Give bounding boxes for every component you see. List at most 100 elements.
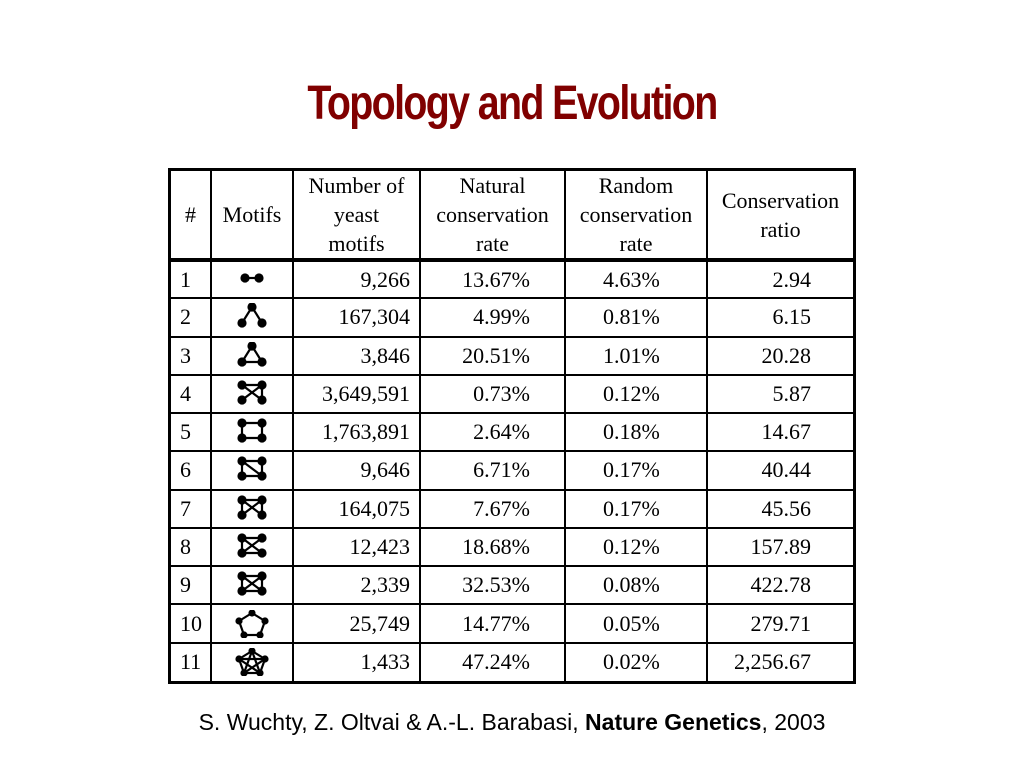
- motif-table-frame: # Motifs Number of yeast motifs Natural …: [168, 168, 856, 684]
- row-conservation-ratio: 20.28: [706, 335, 853, 376]
- header-count-line: motifs: [328, 231, 385, 256]
- citation-journal: Nature Genetics: [585, 709, 762, 735]
- header-motifs: Motifs: [210, 171, 294, 262]
- header-random-line: conservation: [579, 202, 693, 227]
- row-index: 7: [171, 488, 212, 529]
- row-natural-rate: 18.68%: [419, 526, 566, 568]
- motif-10-icon: [235, 609, 269, 638]
- row-index: 2: [171, 297, 212, 338]
- motif-5-icon: [237, 418, 267, 443]
- row-random-rate: 1.01%: [564, 335, 708, 376]
- row-natural-rate: 7.67%: [419, 488, 566, 529]
- row-conservation-ratio: 45.56: [706, 488, 853, 529]
- row-count: 3,846: [292, 335, 421, 376]
- motif-cell: [210, 641, 294, 681]
- row-random-rate: 0.81%: [564, 297, 708, 338]
- motif-cell: [210, 412, 294, 453]
- motif-cell: [210, 335, 294, 376]
- row-conservation-ratio: 422.78: [706, 565, 853, 606]
- header-ratio: Conservation ratio: [706, 171, 853, 262]
- motif-8-icon: [237, 533, 267, 558]
- motif-2-icon: [237, 303, 267, 328]
- row-random-rate: 0.08%: [564, 565, 708, 606]
- row-natural-rate: 13.67%: [419, 258, 566, 300]
- header-natural: Natural conservation rate: [419, 171, 566, 262]
- header-random-line: rate: [619, 231, 653, 256]
- row-count: 1,433: [292, 641, 421, 681]
- row-count: 3,649,591: [292, 373, 421, 415]
- row-index: 1: [171, 258, 212, 300]
- motif-4-icon: [237, 380, 267, 405]
- row-conservation-ratio: 279.71: [706, 603, 853, 644]
- motif-7-icon: [237, 495, 267, 520]
- row-conservation-ratio: 6.15: [706, 297, 853, 338]
- row-random-rate: 0.18%: [564, 412, 708, 453]
- table-row: 9 2,339 32.53% 0.08% 422.78: [171, 565, 853, 606]
- motif-9-icon: [237, 571, 267, 596]
- motif-cell: [210, 258, 294, 300]
- row-count: 164,075: [292, 488, 421, 529]
- motif-cell: [210, 450, 294, 491]
- motif-3-icon: [237, 341, 267, 367]
- motif-6-icon: [237, 456, 267, 482]
- row-index: 8: [171, 526, 212, 568]
- table-row: 7 164,075 7.67% 0.17% 45.56: [171, 488, 853, 529]
- row-conservation-ratio: 5.87: [706, 373, 853, 415]
- row-conservation-ratio: 40.44: [706, 450, 853, 491]
- header-index: #: [171, 171, 212, 262]
- header-natural-line: Natural: [459, 173, 526, 198]
- row-count: 25,749: [292, 603, 421, 644]
- row-natural-rate: 32.53%: [419, 565, 566, 606]
- table-row: 8 12,423 18.68% 0.12% 157.89: [171, 526, 853, 568]
- slide-title: Topology and Evolution: [307, 77, 718, 130]
- table-header-row: # Motifs Number of yeast motifs Natural …: [171, 171, 853, 262]
- row-conservation-ratio: 2,256.67: [706, 641, 853, 681]
- header-natural-line: conservation: [436, 202, 549, 227]
- row-index: 4: [171, 373, 212, 415]
- row-random-rate: 0.17%: [564, 488, 708, 529]
- table-row: 11 1,433 47.24% 0.02% 2,256.67: [171, 641, 853, 681]
- row-conservation-ratio: 14.67: [706, 412, 853, 453]
- row-conservation-ratio: 2.94: [706, 258, 853, 300]
- row-natural-rate: 4.99%: [419, 297, 566, 338]
- row-count: 2,339: [292, 565, 421, 606]
- table-row: 6 9,646 6.71% 0.17% 40.44: [171, 450, 853, 491]
- row-index: 9: [171, 565, 212, 606]
- table-row: 1 9,266 13.67% 4.63% 2.94: [171, 258, 853, 300]
- table-row: 4 3,649,591 0.73% 0.12% 5.87: [171, 373, 853, 415]
- table-row: 2 167,304 4.99% 0.81% 6.15: [171, 297, 853, 338]
- row-count: 12,423: [292, 526, 421, 568]
- row-index: 6: [171, 450, 212, 491]
- row-random-rate: 0.17%: [564, 450, 708, 491]
- row-natural-rate: 14.77%: [419, 603, 566, 644]
- table-row: 3 3,846 20.51% 1.01% 20.28: [171, 335, 853, 376]
- row-natural-rate: 0.73%: [419, 373, 566, 415]
- motif-cell: [210, 297, 294, 338]
- header-count: Number of yeast motifs: [292, 171, 421, 262]
- header-count-line: yeast: [333, 202, 380, 227]
- row-random-rate: 0.12%: [564, 373, 708, 415]
- header-ratio-line: Conservation: [721, 187, 840, 213]
- citation: S. Wuchty, Z. Oltvai & A.-L. Barabasi, N…: [0, 706, 1024, 738]
- row-natural-rate: 20.51%: [419, 335, 566, 376]
- row-natural-rate: 47.24%: [419, 641, 566, 681]
- row-natural-rate: 6.71%: [419, 450, 566, 491]
- header-count-line: Number of: [308, 173, 405, 198]
- header-random: Random conservation rate: [564, 171, 708, 262]
- table-row: 10 25,749 14.77% 0.05% 279.71: [171, 603, 853, 644]
- row-count: 167,304: [292, 297, 421, 338]
- motif-cell: [210, 488, 294, 529]
- row-index: 3: [171, 335, 212, 376]
- row-conservation-ratio: 157.89: [706, 526, 853, 568]
- motif-cell: [210, 565, 294, 606]
- row-count: 1,763,891: [292, 412, 421, 453]
- row-random-rate: 0.02%: [564, 641, 708, 681]
- header-ratio-line: ratio: [760, 216, 801, 242]
- motif-table: # Motifs Number of yeast motifs Natural …: [171, 171, 853, 681]
- table-body: 1 9,266 13.67% 4.63% 2.94 2 167,304 4.99% 0.81% 6…: [171, 258, 853, 681]
- header-natural-line: rate: [476, 231, 509, 256]
- citation-year: , 2003: [761, 709, 826, 735]
- motif-cell: [210, 603, 294, 644]
- row-random-rate: 0.12%: [564, 526, 708, 568]
- row-natural-rate: 2.64%: [419, 412, 566, 453]
